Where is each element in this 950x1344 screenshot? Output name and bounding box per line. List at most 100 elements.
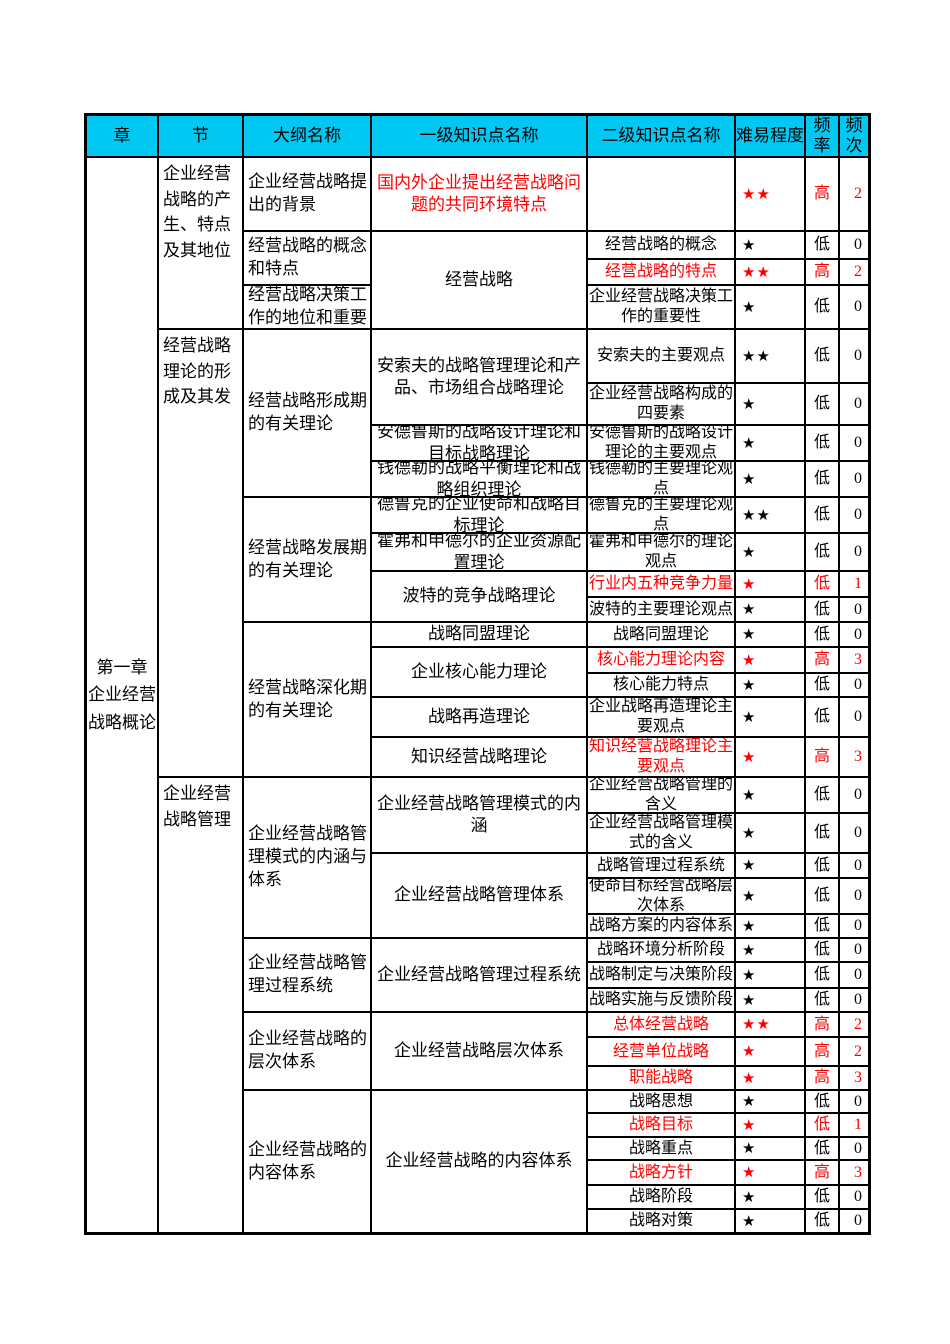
cell-difficulty[interactable]: ★	[736, 462, 804, 496]
cell-count[interactable]: 0	[840, 1210, 868, 1232]
cell-knowledge-l2[interactable]: 德鲁克的主要理论观 点	[588, 498, 734, 532]
cell-count[interactable]: 2	[840, 1038, 868, 1065]
cell-knowledge-l1[interactable]: 知识经营战略理论	[372, 738, 586, 776]
col-header-3[interactable]: 大纲名称	[244, 116, 370, 156]
cell-knowledge-l1[interactable]: 德鲁克的企业使命和战略目 标理论	[372, 498, 586, 532]
cell-frequency[interactable]: 高	[806, 1067, 838, 1089]
cell-frequency[interactable]: 低	[806, 1186, 838, 1208]
cell-knowledge-l1[interactable]: 波特的竞争战略理论	[372, 572, 586, 621]
cell-count[interactable]: 0	[840, 674, 868, 696]
cell-difficulty[interactable]: ★	[736, 534, 804, 570]
cell-difficulty[interactable]: ★	[736, 738, 804, 776]
cell-outline[interactable]: 经营战略发展期 的有关理论	[244, 498, 370, 621]
cell-count[interactable]: 0	[840, 915, 868, 937]
cell-difficulty[interactable]: ★	[736, 814, 804, 852]
cell-count[interactable]: 0	[840, 778, 868, 812]
cell-frequency[interactable]: 低	[806, 698, 838, 736]
cell-frequency[interactable]: 低	[806, 462, 838, 496]
cell-outline[interactable]: 企业经营战略提 出的背景	[244, 158, 370, 230]
cell-frequency[interactable]: 低	[806, 426, 838, 460]
cell-knowledge-l2[interactable]: 经营单位战略	[588, 1038, 734, 1065]
cell-count[interactable]: 0	[840, 462, 868, 496]
cell-knowledge-l2[interactable]: 战略对策	[588, 1210, 734, 1232]
cell-knowledge-l2[interactable]: 企业经营战略决策工 作的重要性	[588, 286, 734, 328]
cell-knowledge-l1[interactable]: 霍弗和申德尔的企业资源配 置理论	[372, 534, 586, 570]
cell-frequency[interactable]: 高	[806, 260, 838, 284]
cell-knowledge-l2[interactable]: 企业经营战略构成的 四要素	[588, 384, 734, 424]
cell-count[interactable]: 0	[840, 598, 868, 621]
cell-outline[interactable]: 企业经营战略的 内容体系	[244, 1091, 370, 1232]
cell-frequency[interactable]: 低	[806, 939, 838, 961]
cell-difficulty[interactable]: ★	[736, 1114, 804, 1136]
cell-knowledge-l1[interactable]: 战略同盟理论	[372, 623, 586, 646]
cell-count[interactable]: 0	[840, 1091, 868, 1112]
cell-frequency[interactable]: 低	[806, 534, 838, 570]
cell-count[interactable]: 3	[840, 738, 868, 776]
cell-knowledge-l1[interactable]: 经营战略	[372, 232, 586, 328]
cell-knowledge-l2[interactable]: 经营战略的特点	[588, 260, 734, 284]
cell-knowledge-l2[interactable]: 核心能力理论内容	[588, 648, 734, 672]
cell-frequency[interactable]: 低	[806, 330, 838, 382]
cell-difficulty[interactable]: ★	[736, 572, 804, 596]
cell-difficulty[interactable]: ★	[736, 598, 804, 621]
cell-knowledge-l2[interactable]: 安德鲁斯的战略设计 理论的主要观点	[588, 426, 734, 460]
cell-difficulty[interactable]: ★	[736, 1091, 804, 1112]
cell-count[interactable]: 0	[840, 426, 868, 460]
cell-frequency[interactable]: 低	[806, 1138, 838, 1159]
cell-count[interactable]: 0	[840, 498, 868, 532]
cell-difficulty[interactable]: ★	[736, 1138, 804, 1159]
cell-difficulty[interactable]: ★	[736, 989, 804, 1011]
cell-frequency[interactable]: 低	[806, 915, 838, 937]
cell-count[interactable]: 0	[840, 286, 868, 328]
col-header-4[interactable]: 一级知识点名称	[372, 116, 586, 156]
cell-knowledge-l2[interactable]	[588, 158, 734, 230]
cell-knowledge-l1[interactable]: 钱德勒的战略平衡理论和战 略组织理论	[372, 462, 586, 496]
col-header-5[interactable]: 二级知识点名称	[588, 116, 734, 156]
cell-knowledge-l1[interactable]: 企业经营战略层次体系	[372, 1013, 586, 1089]
cell-knowledge-l2[interactable]: 波特的主要理论观点	[588, 598, 734, 621]
cell-knowledge-l1[interactable]: 企业经营战略管理体系	[372, 854, 586, 937]
cell-frequency[interactable]: 高	[806, 738, 838, 776]
cell-count[interactable]: 3	[840, 1067, 868, 1089]
cell-knowledge-l1[interactable]: 安索夫的战略管理理论和产 品、市场组合战略理论	[372, 330, 586, 424]
cell-knowledge-l2[interactable]: 战略重点	[588, 1138, 734, 1159]
cell-count[interactable]: 1	[840, 572, 868, 596]
cell-difficulty[interactable]: ★★	[736, 158, 804, 230]
cell-knowledge-l2[interactable]: 使命目标经营战略层 次体系	[588, 879, 734, 913]
col-header-8[interactable]: 频次	[840, 116, 868, 156]
cell-knowledge-l2[interactable]: 钱德勒的主要理论观 点	[588, 462, 734, 496]
cell-knowledge-l2[interactable]: 战略同盟理论	[588, 623, 734, 646]
cell-knowledge-l2[interactable]: 行业内五种竞争力量	[588, 572, 734, 596]
cell-knowledge-l2[interactable]: 战略阶段	[588, 1186, 734, 1208]
cell-frequency[interactable]: 高	[806, 1038, 838, 1065]
cell-difficulty[interactable]: ★	[736, 698, 804, 736]
cell-difficulty[interactable]: ★★	[736, 498, 804, 532]
cell-difficulty[interactable]: ★	[736, 939, 804, 961]
cell-outline[interactable]: 经营战略形成期 的有关理论	[244, 330, 370, 496]
cell-frequency[interactable]: 低	[806, 498, 838, 532]
cell-difficulty[interactable]: ★	[736, 879, 804, 913]
cell-frequency[interactable]: 低	[806, 674, 838, 696]
cell-difficulty[interactable]: ★★	[736, 260, 804, 284]
cell-count[interactable]: 0	[840, 384, 868, 424]
cell-count[interactable]: 2	[840, 1013, 868, 1036]
cell-outline[interactable]: 经营战略深化期 的有关理论	[244, 623, 370, 776]
cell-count[interactable]: 0	[840, 963, 868, 987]
cell-difficulty[interactable]: ★	[736, 1161, 804, 1184]
cell-frequency[interactable]: 低	[806, 814, 838, 852]
cell-frequency[interactable]: 低	[806, 384, 838, 424]
cell-count[interactable]: 0	[840, 814, 868, 852]
cell-count[interactable]: 0	[840, 989, 868, 1011]
cell-knowledge-l2[interactable]: 战略实施与反馈阶段	[588, 989, 734, 1011]
cell-frequency[interactable]: 低	[806, 989, 838, 1011]
col-header-7[interactable]: 频率	[806, 116, 838, 156]
cell-difficulty[interactable]: ★	[736, 426, 804, 460]
cell-outline[interactable]: 企业经营战略的 层次体系	[244, 1013, 370, 1089]
cell-knowledge-l1[interactable]: 战略再造理论	[372, 698, 586, 736]
cell-knowledge-l2[interactable]: 战略目标	[588, 1114, 734, 1136]
cell-difficulty[interactable]: ★	[736, 1186, 804, 1208]
cell-frequency[interactable]: 高	[806, 648, 838, 672]
col-header-1[interactable]: 章	[87, 116, 157, 156]
cell-count[interactable]: 0	[840, 330, 868, 382]
cell-count[interactable]: 0	[840, 623, 868, 646]
